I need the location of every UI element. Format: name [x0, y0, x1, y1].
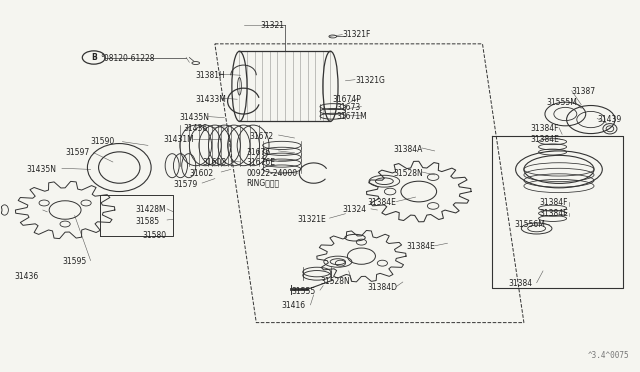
Text: RINGリング: RINGリング [246, 179, 280, 187]
Text: 31528N: 31528N [320, 278, 349, 286]
Text: 31416: 31416 [282, 301, 306, 311]
Text: 31590: 31590 [91, 137, 115, 146]
Text: 31435N: 31435N [27, 165, 57, 174]
Text: 31321G: 31321G [355, 76, 385, 85]
Text: 31580: 31580 [142, 231, 166, 240]
Text: 31555: 31555 [291, 287, 316, 296]
Text: 31597: 31597 [65, 148, 90, 157]
Text: 31528N: 31528N [394, 169, 423, 177]
Text: 31439: 31439 [597, 115, 621, 124]
Text: 31384D: 31384D [368, 283, 398, 292]
Text: 31436: 31436 [183, 124, 207, 133]
Text: 31384F: 31384F [531, 124, 559, 133]
Text: 31674P: 31674P [333, 95, 362, 104]
Text: 31673: 31673 [336, 103, 360, 112]
Text: 31321: 31321 [260, 21, 284, 30]
Text: 31676E: 31676E [246, 157, 276, 167]
Text: °08120-61228: °08120-61228 [100, 54, 155, 63]
Text: 31595: 31595 [62, 257, 86, 266]
Text: 31585: 31585 [135, 217, 159, 225]
Text: 31384E: 31384E [540, 209, 569, 218]
Text: 31384E: 31384E [368, 198, 397, 207]
Text: 31555M: 31555M [546, 99, 577, 108]
Text: 31435N: 31435N [180, 113, 210, 122]
Text: 31672: 31672 [250, 132, 274, 141]
Text: 31384F: 31384F [540, 198, 568, 207]
Text: 31321F: 31321F [342, 30, 371, 39]
Text: 31556M: 31556M [515, 220, 545, 229]
Text: 31579: 31579 [173, 180, 198, 189]
Text: 31321E: 31321E [298, 215, 326, 224]
Text: B: B [91, 53, 97, 62]
Text: 31428M: 31428M [135, 205, 166, 215]
Text: 31384E: 31384E [531, 135, 559, 144]
Text: 31603: 31603 [202, 157, 227, 167]
Text: 31676: 31676 [246, 148, 271, 157]
Text: 31381H: 31381H [196, 71, 225, 80]
Text: 31671M: 31671M [336, 112, 367, 121]
Text: 31436: 31436 [14, 272, 38, 281]
Text: 31433M: 31433M [196, 95, 227, 104]
Text: 31387: 31387 [572, 87, 596, 96]
Text: 00922-24000: 00922-24000 [246, 169, 298, 177]
Text: ^3.4^0075: ^3.4^0075 [588, 350, 629, 359]
Text: 31384E: 31384E [406, 243, 435, 251]
Text: 31384: 31384 [508, 279, 532, 288]
Text: 31602: 31602 [189, 169, 214, 177]
Text: 31384A: 31384A [394, 145, 422, 154]
Text: 31324: 31324 [342, 205, 367, 215]
Text: 31431M: 31431M [164, 135, 195, 144]
